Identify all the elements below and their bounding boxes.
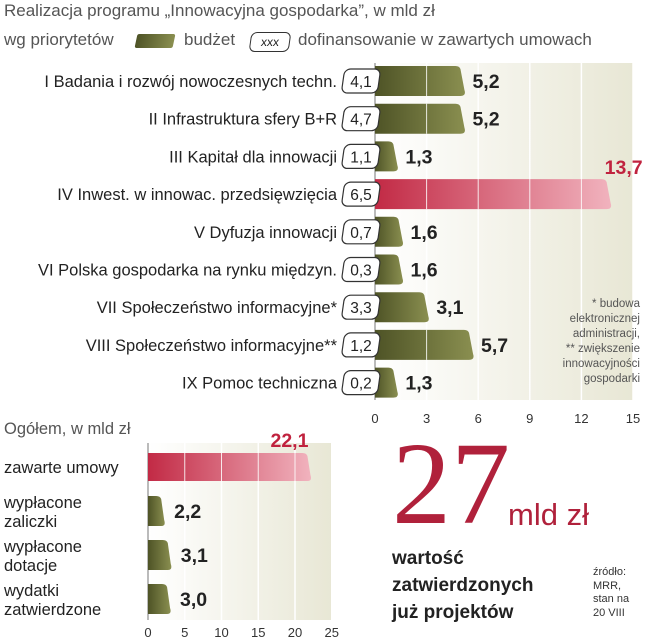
category-label: dotacje xyxy=(4,557,57,575)
bar-value-label: 3,1 xyxy=(181,545,208,567)
summary-caption-line: już projektów xyxy=(392,602,514,623)
x-tick-label: 25 xyxy=(325,625,339,640)
cofin-value-label: 1,2 xyxy=(350,338,372,355)
bar-budget xyxy=(375,66,465,96)
category-label: VIII Społeczeństwo informacyjne** xyxy=(86,337,338,355)
category-label: zawarte umowy xyxy=(4,459,119,477)
cofin-value-label: 4,7 xyxy=(350,112,372,129)
bar-total xyxy=(148,496,165,526)
bar-value-label: 2,2 xyxy=(174,501,201,523)
category-label: VII Społeczeństwo informacyjne* xyxy=(97,299,338,317)
footnote-line: elektronicznej xyxy=(569,313,640,325)
summary-big-number: 27 xyxy=(392,418,510,549)
cofin-value-label: 3,3 xyxy=(350,300,372,317)
cofin-box xyxy=(341,294,381,320)
x-tick-label: 3 xyxy=(423,411,430,426)
cofin-box xyxy=(341,68,381,94)
cofin-value-label: 6,5 xyxy=(350,187,372,204)
source-line: 20 VIII xyxy=(593,606,625,619)
bar-value-label: 5,7 xyxy=(481,335,508,357)
x-tick-label: 0 xyxy=(371,411,378,426)
x-tick-label: 10 xyxy=(214,625,228,640)
bar-value-label: 22,1 xyxy=(270,430,308,452)
bar-budget xyxy=(375,141,398,172)
category-label: wydatki xyxy=(3,582,59,600)
cofin-box xyxy=(341,106,381,132)
footnote-line: innowacyjności xyxy=(562,358,640,370)
bar-budget xyxy=(375,179,612,210)
cofin-box xyxy=(341,256,381,283)
source-note: źródło: MRR, stan na 20 VIII xyxy=(593,566,629,620)
legend-budget-label: budżet xyxy=(184,30,236,49)
category-label: III Kapitał dla innowacji xyxy=(169,148,337,166)
cofin-box xyxy=(341,370,381,396)
bar-value-label: 3,1 xyxy=(436,297,463,319)
bar-value-label: 1,6 xyxy=(411,260,438,282)
bar-total xyxy=(148,584,171,614)
priorities-bar-chart: 0 3 6 9 12 15 I Badania i rozwój nowoczesnych … xyxy=(38,63,643,426)
bar-value-label: 5,2 xyxy=(472,71,499,93)
cofin-box xyxy=(341,181,381,207)
category-label: IV Inwest. w innowac. przedsięwzięcia xyxy=(57,186,338,204)
cofin-box xyxy=(341,332,381,358)
bar-value-label: 1,3 xyxy=(405,146,432,168)
source-line: źródło: xyxy=(593,566,627,578)
source-line: stan na xyxy=(593,593,630,605)
x-tick-label: 20 xyxy=(288,625,302,640)
bar-budget xyxy=(375,254,404,285)
cofin-value-label: 0,2 xyxy=(350,376,372,393)
category-label: II Infrastruktura sfery B+R xyxy=(149,111,338,129)
bar-budget xyxy=(375,329,474,360)
category-label: wypłacone xyxy=(3,494,82,512)
bar-value-label: 13,7 xyxy=(605,157,643,179)
category-label: V Dyfuzja innowacji xyxy=(194,224,337,242)
x-tick-label: 9 xyxy=(526,411,533,426)
category-label: zatwierdzone xyxy=(4,601,101,619)
x-tick-label: 0 xyxy=(144,625,151,640)
category-label: IX Pomoc techniczna xyxy=(182,375,338,393)
bar-value-label: 5,2 xyxy=(472,109,499,131)
category-label: I Badania i rozwój nowoczesnych techn. xyxy=(44,73,337,91)
x-tick-label: 5 xyxy=(181,625,188,640)
cofin-value-label: 4,1 xyxy=(350,74,372,91)
chart-title: Realizacja programu „Innowacyjna gospoda… xyxy=(4,1,435,20)
x-tick-label: 12 xyxy=(574,411,588,426)
bar-total xyxy=(148,540,172,570)
bar-value-label: 1,3 xyxy=(405,373,432,395)
summary-caption: wartość zatwierdzonych już projektów xyxy=(392,545,533,626)
summary-unit: mld zł xyxy=(508,497,589,532)
category-label: zaliczki xyxy=(4,513,57,531)
footnotes: * budowa elektronicznej administracji, *… xyxy=(530,297,640,387)
footnote-line: gospodarki xyxy=(583,373,640,385)
bar-budget xyxy=(375,103,465,134)
legend-cofin-label: dofinansowanie w zawartych umowach xyxy=(298,30,592,49)
totals-title: Ogółem, w mld zł xyxy=(4,420,131,438)
summary-caption-line: zatwierdzonych xyxy=(392,575,534,596)
cofin-value-label: 1,1 xyxy=(350,149,372,166)
x-tick-label: 15 xyxy=(251,625,265,640)
footnote-line: ** zwiększenie xyxy=(565,343,640,355)
x-tick-label: 15 xyxy=(626,411,640,426)
source-line: MRR, xyxy=(593,579,622,592)
bar-budget xyxy=(375,292,429,323)
cofin-box xyxy=(341,219,381,245)
bar-total xyxy=(148,453,312,481)
category-label: VI Polska gospodarka na rynku międzyn. xyxy=(38,262,337,280)
x-tick-label: 6 xyxy=(475,411,482,426)
footnote-line: * budowa xyxy=(592,298,640,310)
bar-value-label: 1,6 xyxy=(411,222,438,244)
bar-budget xyxy=(375,367,398,398)
bar-value-label: 3,0 xyxy=(180,589,207,611)
footnote-line: administracji, xyxy=(572,328,640,340)
summary-caption-line: wartość xyxy=(392,548,464,569)
category-label: wypłacone xyxy=(3,538,82,556)
by-priority-label: wg priorytetów xyxy=(4,30,114,49)
cofin-value-label: 0,7 xyxy=(350,225,372,242)
cofin-box xyxy=(341,143,381,169)
bar-budget xyxy=(375,216,404,247)
cofin-value-label: 0,3 xyxy=(350,263,372,280)
